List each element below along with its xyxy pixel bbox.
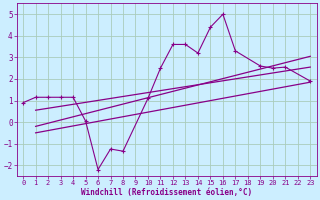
- X-axis label: Windchill (Refroidissement éolien,°C): Windchill (Refroidissement éolien,°C): [81, 188, 252, 197]
